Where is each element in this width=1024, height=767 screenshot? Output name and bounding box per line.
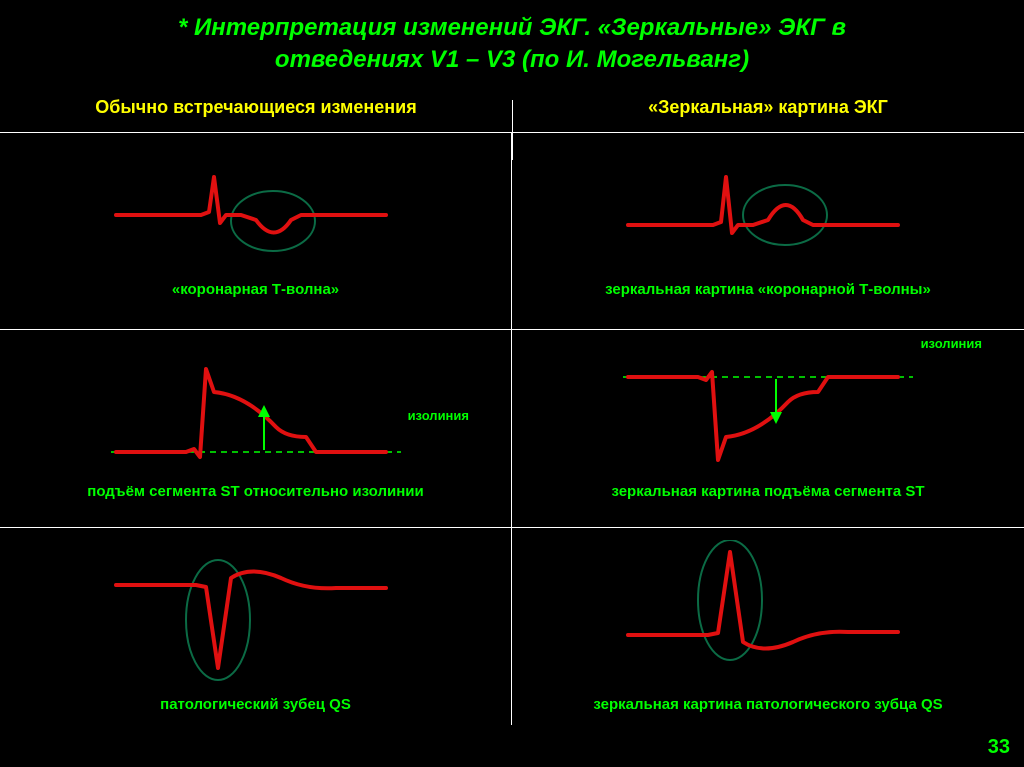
- ecg-trace: [116, 369, 386, 457]
- page-number: 33: [988, 736, 1010, 759]
- column-header-left: Обычно встречающиеся изменения: [0, 85, 512, 132]
- cell-r2c1: изолиния подъём сегмента ST относительно…: [0, 329, 512, 527]
- caption-r2c1: подъём сегмента ST относительно изолинии: [87, 483, 423, 500]
- title-line-1: * Интерпретация изменений ЭКГ. «Зеркальн…: [178, 14, 846, 41]
- comparison-grid: Обычно встречающиеся изменения «Зеркальн…: [0, 85, 1024, 725]
- cell-r1c1: «коронарная Т-волна»: [0, 132, 512, 330]
- ecg-mirror-st-elevation: [618, 357, 918, 477]
- caption-r3c2: зеркальная картина патологического зубца…: [593, 696, 942, 713]
- cell-r2c2: изолиния зеркальная картина подъёма сегм…: [512, 329, 1024, 527]
- cell-r3c2: зеркальная картина патологического зубца…: [512, 527, 1024, 725]
- ecg-mirror-pathological-qs: [618, 540, 918, 690]
- ecg-pathological-qs: [106, 540, 406, 690]
- cell-r3c1: патологический зубец QS: [0, 527, 512, 725]
- caption-r1c2: зеркальная картина «коронарной Т-волны»: [605, 281, 931, 298]
- ecg-trace: [116, 177, 386, 233]
- column-header-right: «Зеркальная» картина ЭКГ: [512, 85, 1024, 132]
- cell-r1c2: зеркальная картина «коронарной Т-волны»: [512, 132, 1024, 330]
- ecg-coronary-t-wave: [106, 165, 406, 275]
- highlight-ellipse: [743, 185, 827, 245]
- ecg-mirror-coronary-t-wave: [618, 165, 918, 275]
- ecg-st-elevation: [106, 357, 406, 477]
- highlight-ellipse: [231, 191, 315, 251]
- isoline-label-left: изолиния: [408, 408, 469, 423]
- title-line-2: отведениях V1 – V3 (по И. Могельванг): [275, 46, 749, 73]
- ecg-trace: [628, 372, 898, 460]
- caption-r2c2: зеркальная картина подъёма сегмента ST: [611, 483, 924, 500]
- isoline-label-right: изолиния: [921, 336, 982, 351]
- slide-title: * Интерпретация изменений ЭКГ. «Зеркальн…: [0, 0, 1024, 85]
- ecg-trace: [628, 177, 898, 233]
- caption-r1c1: «коронарная Т-волна»: [172, 281, 339, 298]
- caption-r3c1: патологический зубец QS: [160, 696, 351, 713]
